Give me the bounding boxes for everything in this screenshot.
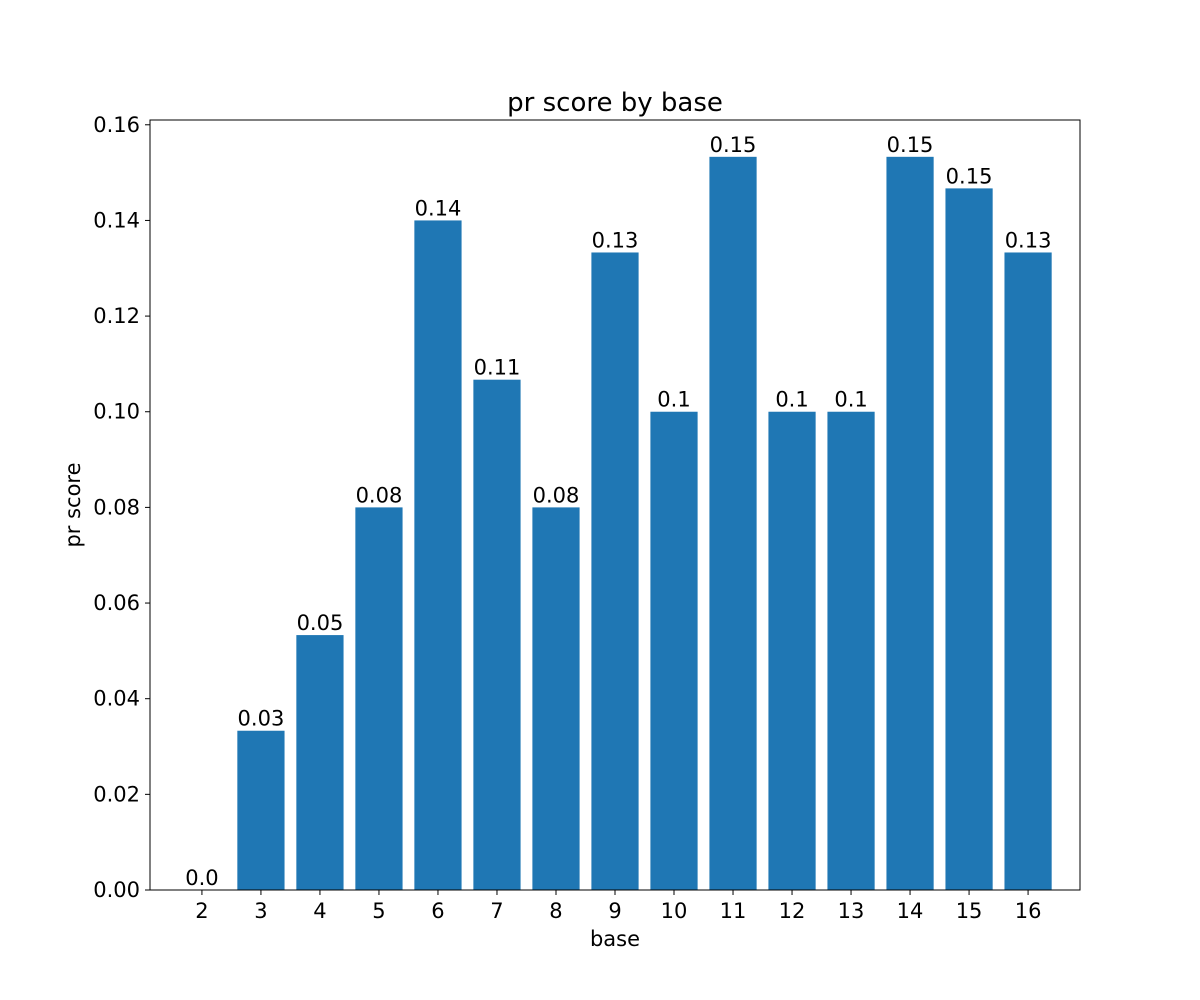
bar-9	[591, 252, 639, 890]
x-tick-label-7: 7	[490, 899, 503, 923]
chart-title: pr score by base	[507, 88, 723, 118]
data-label-15: 0.15	[946, 164, 993, 188]
y-tick-label-8: 0.16	[93, 113, 140, 137]
bar-15	[945, 188, 993, 891]
x-axis-label: base	[590, 927, 640, 951]
bar-7	[473, 379, 521, 890]
bar-10	[650, 411, 698, 890]
x-tick-label-11: 11	[720, 899, 747, 923]
x-tick-label-2: 2	[195, 899, 208, 923]
bar-14	[886, 156, 934, 891]
x-tick-label-14: 14	[897, 899, 924, 923]
data-label-16: 0.13	[1005, 228, 1052, 252]
y-tick-label-1: 0.02	[93, 782, 140, 806]
y-tick-label-2: 0.04	[93, 687, 140, 711]
y-axis: 0.00 0.02 0.04 0.06 0.08 0.10 0.12 0.14 0.16	[93, 113, 150, 902]
data-label-13: 0.1	[834, 388, 867, 412]
x-tick-label-9: 9	[608, 899, 621, 923]
data-label-11: 0.15	[710, 133, 757, 157]
bar-6	[414, 220, 462, 890]
bar-3	[237, 730, 285, 890]
data-label-10: 0.1	[657, 388, 690, 412]
x-tick-label-3: 3	[254, 899, 267, 923]
bar-11	[709, 156, 757, 891]
y-axis-label: pr score	[61, 462, 85, 547]
x-tick-label-5: 5	[372, 899, 385, 923]
data-label-5: 0.08	[356, 483, 403, 507]
y-tick-label-0: 0.00	[93, 878, 140, 902]
x-tick-label-13: 13	[838, 899, 865, 923]
x-tick-label-12: 12	[779, 899, 806, 923]
data-label-2: 0.0	[185, 866, 218, 890]
data-label-7: 0.11	[474, 356, 521, 380]
data-label-9: 0.13	[592, 228, 639, 252]
y-tick-label-7: 0.14	[93, 208, 140, 232]
x-tick-label-16: 16	[1015, 899, 1042, 923]
bar-4	[296, 635, 344, 890]
data-label-6: 0.14	[415, 196, 462, 220]
bar-8	[532, 507, 580, 890]
x-tick-label-4: 4	[313, 899, 326, 923]
x-tick-label-8: 8	[549, 899, 562, 923]
data-label-4: 0.05	[297, 611, 344, 635]
data-labels-group: 0.0 0.03 0.05 0.08 0.14 0.11 0.08 0.13 0.1 0.15 0.…	[185, 133, 1051, 890]
y-tick-label-6: 0.12	[93, 304, 140, 328]
x-axis: 2 3 4 5 6 7 8 9 10 11 12 13 14 15 16	[195, 890, 1041, 923]
data-label-8: 0.08	[533, 483, 580, 507]
x-tick-label-6: 6	[431, 899, 444, 923]
bar-12	[768, 411, 816, 890]
x-tick-label-15: 15	[956, 899, 983, 923]
bar-5	[355, 507, 403, 890]
data-label-3: 0.03	[238, 707, 285, 731]
bar-16	[1004, 252, 1052, 890]
bars-group	[237, 156, 1052, 891]
y-tick-label-3: 0.06	[93, 591, 140, 615]
data-label-12: 0.1	[775, 388, 808, 412]
data-label-14: 0.15	[887, 133, 934, 157]
y-tick-label-5: 0.10	[93, 400, 140, 424]
y-tick-label-4: 0.08	[93, 495, 140, 519]
bar-13	[827, 411, 875, 890]
plot-frame	[149, 119, 1081, 891]
x-tick-label-10: 10	[661, 899, 688, 923]
